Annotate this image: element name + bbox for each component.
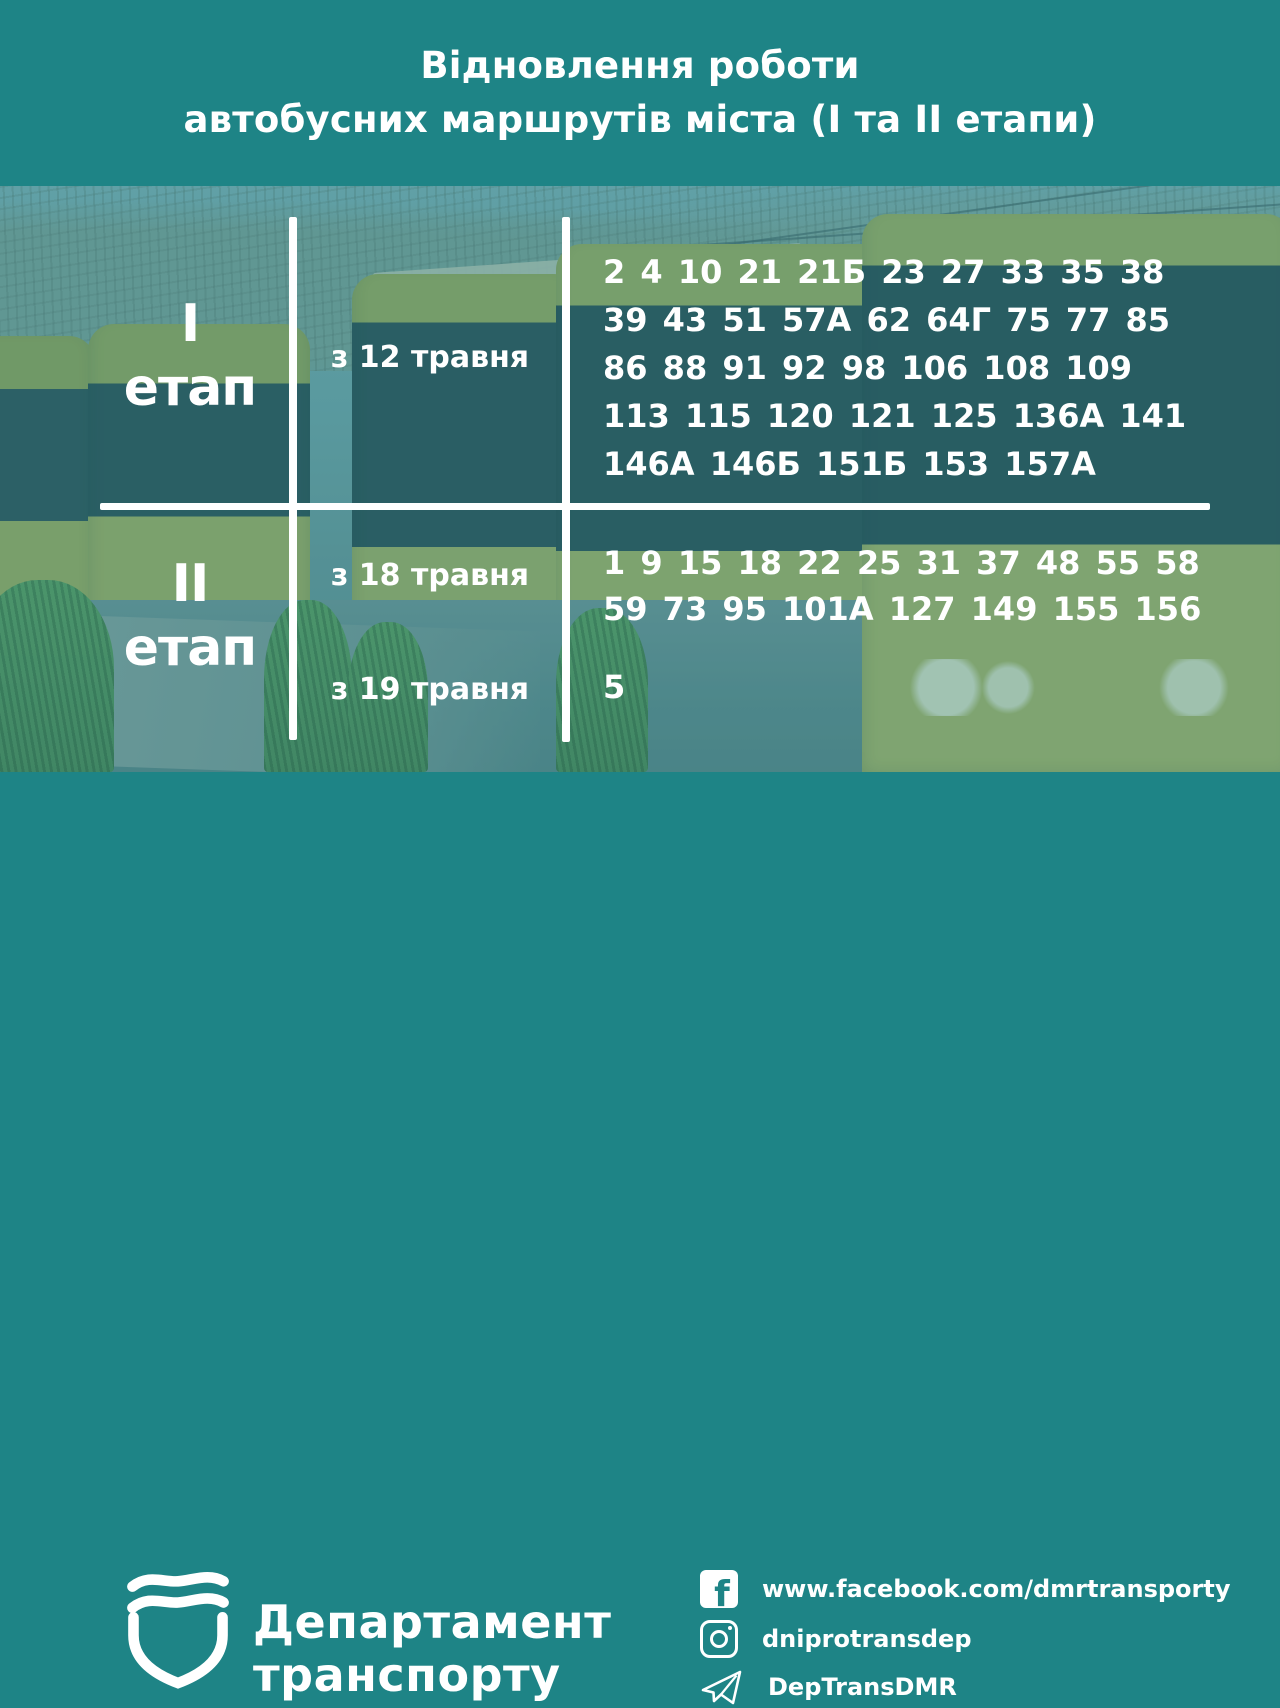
- instagram-handle: dniprotransdep: [762, 1625, 972, 1653]
- green-bush: [0, 580, 114, 772]
- table-vertical-divider-1: [289, 217, 297, 740]
- route-row: 86 88 91 92 98 106 108 109: [603, 349, 1133, 387]
- telegram-icon: [701, 1670, 742, 1705]
- stage-2-label: ІІ етап: [95, 552, 285, 680]
- org-name: Департамент транспорту: [253, 1596, 611, 1702]
- route-row: 113 115 120 121 125 136А 141: [603, 397, 1187, 435]
- photo-background: [0, 186, 1280, 772]
- instagram-icon: [700, 1620, 738, 1658]
- stage-2-roman: ІІ: [171, 554, 210, 614]
- facebook-icon: f: [700, 1570, 738, 1608]
- table-horizontal-divider: [100, 503, 1210, 510]
- route-row: 59 73 95 101А 127 149 155 156: [603, 590, 1202, 628]
- footer: Департамент транспорту f www.facebook.co…: [0, 772, 1280, 1705]
- instagram-link-row: dniprotransdep: [700, 1618, 972, 1660]
- route-row: 5: [603, 668, 626, 706]
- stage-2-route-list-2: 5: [603, 664, 625, 710]
- org-logo-shield-icon: [127, 1572, 229, 1689]
- bus-photo: [862, 214, 1280, 772]
- stage-1-route-list: 2 4 10 21 21Б 23 27 33 35 38 39 43 51 57…: [603, 248, 1186, 488]
- instagram-lens: [710, 1630, 728, 1648]
- stage-1-word: етап: [123, 358, 257, 418]
- page-title-line-2: автобусних маршрутів міста (І та ІІ етап…: [183, 98, 1097, 141]
- bus-headlights: [905, 658, 1249, 716]
- teal-tint-overlay: [0, 186, 1280, 772]
- stage-2-start-date-2: з 19 травня: [330, 672, 530, 707]
- stage-1-start-date: з 12 травня: [330, 340, 530, 375]
- facebook-link-row: f www.facebook.com/dmrtransporty: [700, 1568, 1230, 1610]
- stage-2-route-list-1: 1 9 15 18 22 25 31 37 48 55 58 59 73 95 …: [603, 540, 1201, 632]
- route-row: 146А 146Б 151Б 153 157А: [603, 445, 1096, 483]
- table-vertical-divider-2: [562, 217, 570, 742]
- facebook-f-glyph: f: [714, 1574, 730, 1609]
- stage-2-word: етап: [123, 618, 257, 678]
- stage-1-label: І етап: [95, 292, 285, 420]
- facebook-url: www.facebook.com/dmrtransporty: [762, 1575, 1231, 1603]
- stage-2-start-date-1: з 18 травня: [330, 558, 530, 593]
- route-row: 1 9 15 18 22 25 31 37 48 55 58: [603, 544, 1200, 582]
- route-row: 2 4 10 21 21Б 23 27 33 35 38: [603, 253, 1165, 291]
- telegram-link-row: DepTransDMR: [700, 1666, 957, 1708]
- page-title-line-1: Відновлення роботи: [420, 44, 860, 87]
- green-bush: [556, 608, 648, 772]
- stage-1-roman: І: [180, 294, 200, 354]
- route-row: 39 43 51 57А 62 64Г 75 77 85: [603, 301, 1171, 339]
- instagram-dot: [728, 1626, 732, 1630]
- org-name-line-1: Департамент: [253, 1595, 612, 1649]
- org-name-line-2: транспорту: [253, 1648, 561, 1702]
- green-bush: [264, 600, 352, 772]
- header: Відновлення роботи автобусних маршрутів …: [0, 0, 1280, 186]
- telegram-handle: DepTransDMR: [768, 1673, 957, 1701]
- green-bush: [348, 622, 428, 772]
